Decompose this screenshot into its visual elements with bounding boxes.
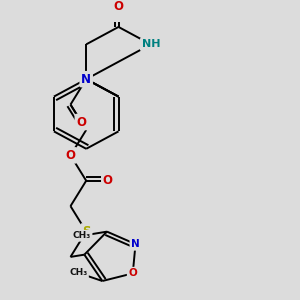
Text: N: N (81, 73, 91, 86)
Text: S: S (82, 225, 91, 238)
Text: CH₃: CH₃ (69, 268, 88, 278)
Text: O: O (103, 174, 113, 187)
Text: O: O (76, 116, 86, 128)
Text: O: O (65, 149, 76, 162)
Text: NH: NH (142, 39, 160, 50)
Text: O: O (113, 0, 124, 13)
Text: N: N (131, 239, 140, 249)
Text: O: O (128, 268, 137, 278)
Text: CH₃: CH₃ (73, 231, 91, 240)
